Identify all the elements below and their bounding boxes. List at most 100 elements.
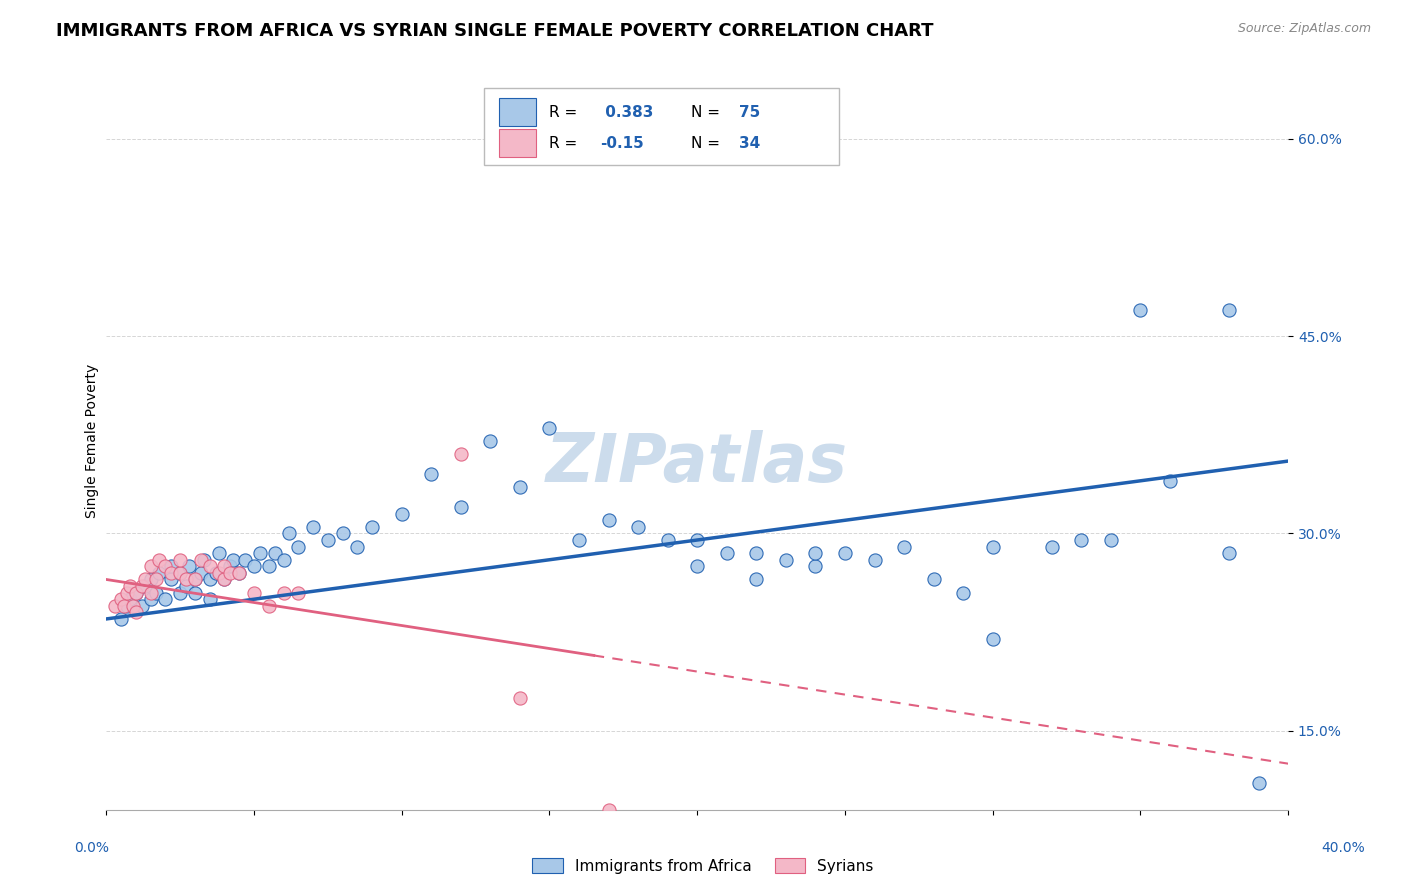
Point bbox=[228, 566, 250, 580]
Point bbox=[981, 632, 1004, 646]
Text: -0.15: -0.15 bbox=[600, 136, 644, 151]
Legend: Immigrants from Africa, Syrians: Immigrants from Africa, Syrians bbox=[526, 852, 880, 880]
Point bbox=[104, 599, 127, 613]
Point bbox=[184, 573, 207, 587]
FancyBboxPatch shape bbox=[485, 87, 839, 165]
Point bbox=[110, 592, 132, 607]
Text: Source: ZipAtlas.com: Source: ZipAtlas.com bbox=[1237, 22, 1371, 36]
Point bbox=[174, 573, 197, 587]
Point bbox=[115, 599, 138, 613]
Point bbox=[479, 434, 502, 449]
Point bbox=[249, 546, 271, 560]
Point bbox=[1218, 546, 1240, 560]
Point bbox=[273, 553, 295, 567]
Point bbox=[804, 559, 827, 574]
Point bbox=[1070, 533, 1092, 547]
Point bbox=[538, 421, 561, 435]
Point bbox=[287, 540, 309, 554]
Point bbox=[125, 606, 148, 620]
Point bbox=[686, 559, 709, 574]
Text: IMMIGRANTS FROM AFRICA VS SYRIAN SINGLE FEMALE POVERTY CORRELATION CHART: IMMIGRANTS FROM AFRICA VS SYRIAN SINGLE … bbox=[56, 22, 934, 40]
Bar bbox=[499, 98, 537, 127]
Point bbox=[834, 546, 856, 560]
Point bbox=[332, 526, 354, 541]
Point bbox=[190, 553, 212, 567]
Text: 34: 34 bbox=[738, 136, 759, 151]
Text: 0.0%: 0.0% bbox=[75, 841, 108, 855]
Point bbox=[139, 592, 162, 607]
Point bbox=[204, 566, 226, 580]
Point bbox=[169, 585, 191, 599]
Text: N =: N = bbox=[692, 136, 725, 151]
Point bbox=[302, 520, 325, 534]
Point bbox=[174, 579, 197, 593]
Text: 0.383: 0.383 bbox=[600, 105, 654, 120]
Point bbox=[184, 573, 207, 587]
Point bbox=[509, 690, 531, 705]
Point bbox=[243, 559, 266, 574]
Point bbox=[198, 592, 221, 607]
Point bbox=[214, 559, 236, 574]
Point bbox=[169, 566, 191, 580]
Point bbox=[155, 559, 177, 574]
Point bbox=[131, 579, 153, 593]
Point bbox=[627, 520, 650, 534]
Point bbox=[922, 573, 945, 587]
Point bbox=[160, 573, 183, 587]
Point bbox=[952, 585, 974, 599]
Point bbox=[450, 448, 472, 462]
Point bbox=[169, 566, 191, 580]
Point bbox=[125, 585, 148, 599]
Text: N =: N = bbox=[692, 105, 725, 120]
Point bbox=[121, 599, 143, 613]
Point bbox=[1040, 540, 1063, 554]
Point bbox=[198, 559, 221, 574]
Point bbox=[863, 553, 886, 567]
Point bbox=[775, 553, 797, 567]
Point bbox=[148, 553, 170, 567]
Text: ZIPatlas: ZIPatlas bbox=[546, 431, 848, 497]
Point bbox=[346, 540, 368, 554]
Point bbox=[207, 546, 229, 560]
Point bbox=[139, 559, 162, 574]
Point bbox=[391, 507, 413, 521]
Point bbox=[118, 592, 141, 607]
Point bbox=[177, 559, 200, 574]
Point bbox=[198, 573, 221, 587]
Point bbox=[598, 513, 620, 527]
Point bbox=[190, 566, 212, 580]
Point bbox=[257, 559, 280, 574]
Point bbox=[716, 546, 738, 560]
Point bbox=[1129, 302, 1152, 317]
Point bbox=[1099, 533, 1122, 547]
Point bbox=[1247, 776, 1270, 790]
Point bbox=[1218, 302, 1240, 317]
Text: R =: R = bbox=[550, 105, 582, 120]
Point bbox=[219, 559, 242, 574]
Point bbox=[657, 533, 679, 547]
Point bbox=[568, 533, 591, 547]
Point bbox=[214, 573, 236, 587]
Point bbox=[115, 585, 138, 599]
Point bbox=[420, 467, 443, 482]
Point bbox=[686, 533, 709, 547]
Point bbox=[222, 553, 245, 567]
Point bbox=[316, 533, 339, 547]
Point bbox=[193, 553, 215, 567]
Point bbox=[1159, 474, 1181, 488]
Point bbox=[804, 546, 827, 560]
Point bbox=[219, 566, 242, 580]
Text: 75: 75 bbox=[738, 105, 759, 120]
Point bbox=[134, 573, 156, 587]
Point bbox=[145, 585, 167, 599]
Text: R =: R = bbox=[550, 136, 582, 151]
Point bbox=[118, 579, 141, 593]
Point bbox=[287, 585, 309, 599]
Point bbox=[233, 553, 256, 567]
Point bbox=[361, 520, 384, 534]
Point bbox=[139, 585, 162, 599]
Point bbox=[273, 585, 295, 599]
Y-axis label: Single Female Poverty: Single Female Poverty bbox=[86, 364, 100, 518]
Point bbox=[450, 500, 472, 515]
Point bbox=[207, 566, 229, 580]
